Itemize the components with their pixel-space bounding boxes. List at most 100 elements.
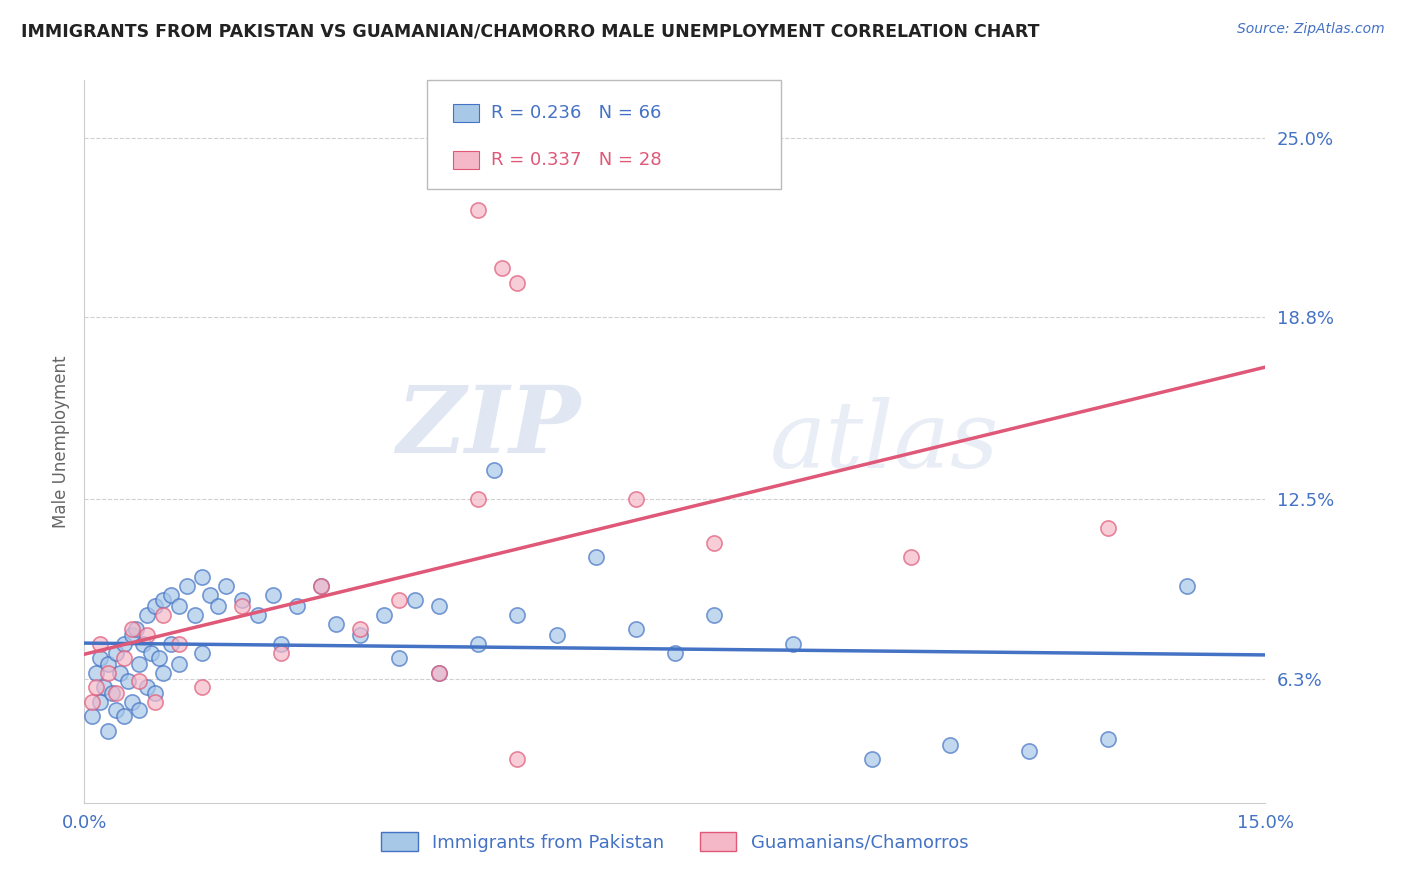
Point <box>270 637 292 651</box>
Point <box>89 695 111 709</box>
Point <box>89 651 111 665</box>
Point <box>108 665 131 680</box>
Point <box>191 646 214 660</box>
Point <box>124 623 146 637</box>
Point <box>101 686 124 700</box>
Point <box>782 637 804 651</box>
Point <box>136 607 159 622</box>
Point <box>152 665 174 680</box>
Point <box>506 752 529 766</box>
Point <box>104 703 127 717</box>
Point <box>121 623 143 637</box>
Point <box>191 570 214 584</box>
Point <box>664 646 686 660</box>
Point <box>89 637 111 651</box>
Point <box>404 593 426 607</box>
Point <box>191 680 214 694</box>
Point <box>900 550 922 565</box>
Point <box>624 623 647 637</box>
Point <box>143 686 166 700</box>
Point <box>176 579 198 593</box>
Point <box>84 665 107 680</box>
Text: R = 0.337   N = 28: R = 0.337 N = 28 <box>491 151 661 169</box>
Point <box>128 703 150 717</box>
Point <box>1097 732 1119 747</box>
Point <box>82 695 104 709</box>
Point <box>1097 521 1119 535</box>
Legend: Immigrants from Pakistan, Guamanians/Chamorros: Immigrants from Pakistan, Guamanians/Cha… <box>374 825 976 859</box>
Point <box>136 628 159 642</box>
Point <box>388 593 411 607</box>
Point <box>117 674 139 689</box>
Text: R = 0.236   N = 66: R = 0.236 N = 66 <box>491 104 661 122</box>
Point <box>262 588 284 602</box>
Point <box>97 665 120 680</box>
Point <box>506 276 529 290</box>
Point <box>467 203 489 218</box>
Text: IMMIGRANTS FROM PAKISTAN VS GUAMANIAN/CHAMORRO MALE UNEMPLOYMENT CORRELATION CHA: IMMIGRANTS FROM PAKISTAN VS GUAMANIAN/CH… <box>21 22 1039 40</box>
Point <box>93 680 115 694</box>
Point <box>388 651 411 665</box>
Point <box>121 695 143 709</box>
Point <box>97 657 120 671</box>
Point <box>349 628 371 642</box>
Point <box>148 651 170 665</box>
Point <box>491 261 513 276</box>
Point <box>624 492 647 507</box>
Point <box>467 492 489 507</box>
Point <box>183 607 205 622</box>
Point <box>160 588 183 602</box>
Point <box>585 550 607 565</box>
Point <box>167 599 190 614</box>
Point <box>97 723 120 738</box>
Point <box>167 637 190 651</box>
Point <box>703 607 725 622</box>
Point <box>246 607 269 622</box>
FancyBboxPatch shape <box>453 152 479 169</box>
Point <box>309 579 332 593</box>
Point <box>1175 579 1198 593</box>
Point <box>427 599 450 614</box>
Point <box>160 637 183 651</box>
Point <box>121 628 143 642</box>
Point <box>104 686 127 700</box>
Point <box>207 599 229 614</box>
Point <box>309 579 332 593</box>
Point <box>939 738 962 752</box>
Point <box>143 695 166 709</box>
Point <box>427 665 450 680</box>
Point <box>215 579 238 593</box>
Point <box>482 463 505 477</box>
FancyBboxPatch shape <box>453 104 479 121</box>
Point <box>1018 744 1040 758</box>
Point <box>270 646 292 660</box>
Point <box>104 646 127 660</box>
Point <box>152 607 174 622</box>
Point <box>373 607 395 622</box>
Text: Source: ZipAtlas.com: Source: ZipAtlas.com <box>1237 22 1385 37</box>
Point <box>546 628 568 642</box>
Point <box>285 599 308 614</box>
Point <box>860 752 883 766</box>
Point <box>427 665 450 680</box>
Point <box>82 709 104 723</box>
Point <box>128 674 150 689</box>
Point <box>136 680 159 694</box>
Point <box>506 607 529 622</box>
Point <box>467 637 489 651</box>
Point <box>128 657 150 671</box>
Y-axis label: Male Unemployment: Male Unemployment <box>52 355 70 528</box>
Point <box>84 680 107 694</box>
Point <box>112 637 135 651</box>
Point <box>167 657 190 671</box>
Point <box>703 535 725 549</box>
Point <box>200 588 222 602</box>
Text: atlas: atlas <box>769 397 998 486</box>
Point <box>112 651 135 665</box>
Point <box>325 616 347 631</box>
FancyBboxPatch shape <box>427 80 782 189</box>
Point <box>349 623 371 637</box>
Point <box>143 599 166 614</box>
Point <box>112 709 135 723</box>
Point <box>231 599 253 614</box>
